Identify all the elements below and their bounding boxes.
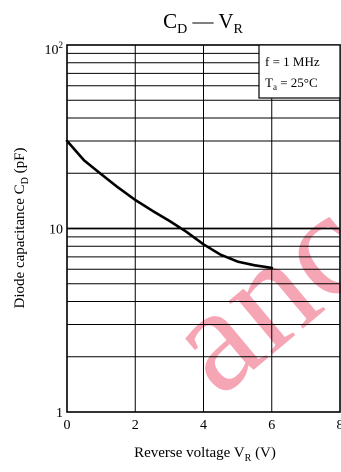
x-axis-label: Reverse voltage VR (V)	[134, 445, 276, 464]
watermark: ance	[133, 121, 341, 425]
x-tick-label: 4	[200, 418, 207, 433]
y-tick-label: 1	[56, 406, 63, 421]
conditions-box-frame	[258, 44, 341, 99]
y-tick-label: 102	[45, 40, 64, 58]
tick-labels: 0 2 4 6 8 1 10 102	[45, 40, 341, 433]
condition-temperature: Ta = 25°C	[265, 75, 318, 92]
conditions-box: f = 1 MHz Ta = 25°C	[258, 44, 341, 99]
chart-title: CD — VR	[163, 9, 243, 37]
series-group	[65, 139, 274, 270]
x-tick-label: 0	[64, 418, 71, 433]
series-line	[65, 139, 274, 270]
watermark-text: ance	[133, 121, 341, 425]
x-tick-label: 2	[132, 418, 139, 433]
y-axis-label: Diode capacitance CD (pF)	[12, 148, 31, 309]
grid	[67, 45, 340, 412]
x-tick-label: 8	[337, 418, 341, 433]
plot-frame	[66, 44, 341, 413]
x-tick-label: 6	[268, 418, 275, 433]
condition-frequency: f = 1 MHz	[265, 54, 320, 69]
y-tick-label: 10	[49, 223, 63, 238]
